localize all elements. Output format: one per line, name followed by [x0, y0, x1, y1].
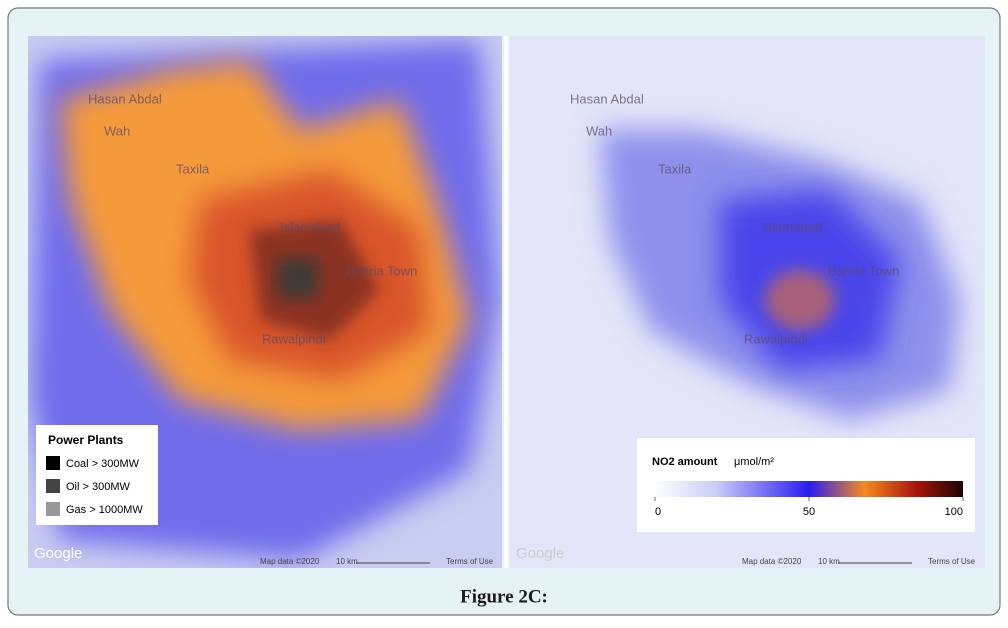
- legend-item: Oil > 300MW: [66, 481, 130, 493]
- place-label: Hasan Abdal: [570, 91, 644, 106]
- place-label: Islamabad: [762, 219, 822, 234]
- figure: Hasan Abdal Wah Taxila Islamabad Rawalpindi B…: [0, 0, 1008, 623]
- colorbar-unit: μmol/m²: [734, 456, 774, 468]
- google-logo: Google: [516, 545, 564, 562]
- place-label: Taxila: [176, 161, 210, 176]
- caption: Figure 2C:: [460, 586, 548, 607]
- place-label: Taxila: [658, 161, 692, 176]
- attribution: Map data ©2020: [742, 557, 802, 566]
- colorbar: [655, 481, 963, 497]
- place-label: Wah: [586, 123, 612, 138]
- place-label: Hasan Abdal: [88, 91, 162, 106]
- legend-swatch: [46, 456, 60, 470]
- place-label: Islamabad: [280, 219, 340, 234]
- legend-swatch: [46, 502, 60, 516]
- place-label: Rawalpindi: [744, 331, 808, 346]
- place-label: Bahria Town: [346, 263, 417, 278]
- terms: Terms of Use: [928, 557, 976, 566]
- legend-title: Power Plants: [48, 433, 124, 447]
- attribution: Map data ©2020: [260, 557, 320, 566]
- colorbar-tick-label: 0: [655, 506, 661, 518]
- scale-label: 10 km: [336, 557, 358, 566]
- place-label: Rawalpindi: [262, 331, 326, 346]
- legend-swatch: [46, 479, 60, 493]
- colorbar-tick-label: 50: [803, 506, 815, 518]
- terms: Terms of Use: [446, 557, 494, 566]
- colorbar-tick-label: 100: [945, 506, 963, 518]
- legend-item: Coal > 300MW: [66, 458, 140, 470]
- place-label: Wah: [104, 123, 130, 138]
- colorbar-title: NO2 amount: [652, 456, 718, 468]
- place-label: Bahria Town: [828, 263, 899, 278]
- scale-label: 10 km: [818, 557, 840, 566]
- legend-item: Gas > 1000MW: [66, 504, 143, 516]
- google-logo: Google: [34, 545, 82, 562]
